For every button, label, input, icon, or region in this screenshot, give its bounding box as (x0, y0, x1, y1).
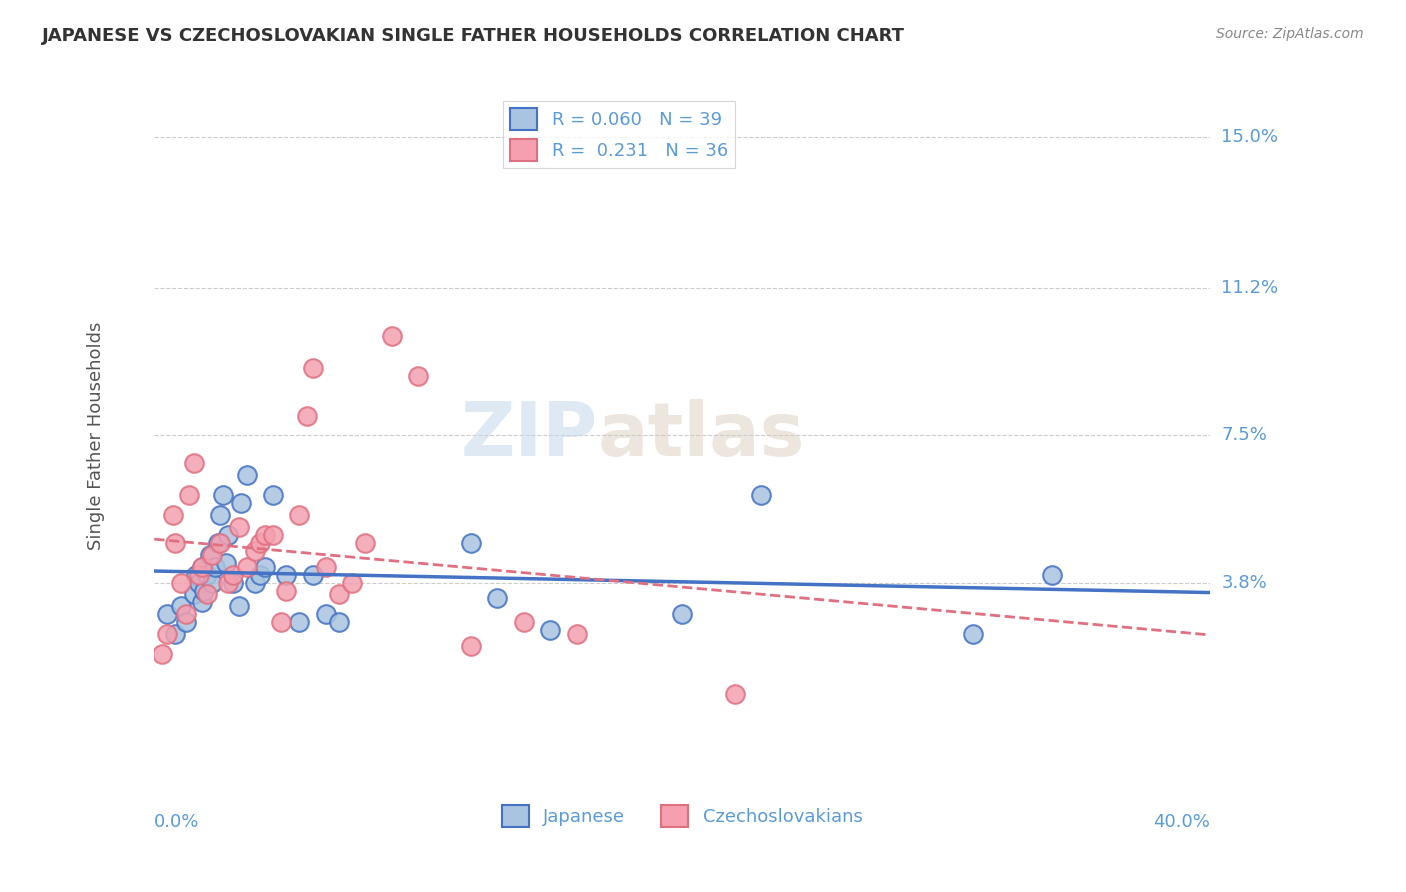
Point (177, 488, 200, 502)
Point (222, 575, 245, 590)
Point (301, 567, 323, 582)
Point (190, 595, 212, 609)
Point (262, 528, 284, 542)
Point (201, 548, 224, 562)
Point (188, 575, 211, 590)
Point (262, 488, 284, 502)
Point (174, 615, 197, 630)
Point (724, 687, 747, 701)
Point (249, 535, 271, 549)
Point (406, 368, 429, 383)
Point (235, 559, 257, 574)
Point (228, 599, 250, 614)
Text: Single Father Households: Single Father Households (87, 321, 105, 549)
Point (276, 583, 298, 598)
Point (195, 567, 218, 582)
Point (165, 535, 187, 549)
Point (513, 615, 536, 630)
Point (538, 624, 561, 638)
Point (243, 575, 266, 590)
Point (217, 575, 239, 590)
Point (183, 587, 205, 601)
Text: ZIP: ZIP (461, 399, 598, 472)
Point (342, 575, 364, 590)
Point (486, 591, 509, 606)
Point (214, 556, 236, 570)
Point (328, 615, 350, 630)
Text: 3.8%: 3.8% (1222, 574, 1267, 591)
Text: atlas: atlas (598, 399, 806, 472)
Point (235, 468, 257, 483)
Point (217, 528, 239, 542)
Text: 40.0%: 40.0% (1153, 814, 1211, 831)
Point (270, 615, 292, 630)
Point (671, 607, 693, 622)
Point (198, 548, 221, 562)
Point (288, 508, 311, 522)
Point (195, 587, 218, 601)
Point (165, 627, 187, 641)
Point (254, 559, 277, 574)
Point (209, 508, 232, 522)
Point (460, 535, 482, 549)
Point (315, 559, 337, 574)
Point (254, 528, 277, 542)
Point (156, 627, 179, 641)
Point (249, 567, 271, 582)
Point (381, 329, 404, 343)
Point (174, 607, 197, 622)
Text: Source: ZipAtlas.com: Source: ZipAtlas.com (1216, 27, 1364, 41)
Legend: Japanese, Czechoslovakians: Japanese, Czechoslovakians (495, 798, 870, 834)
Point (1040, 567, 1063, 582)
Point (354, 535, 377, 549)
Point (297, 409, 319, 423)
Point (201, 575, 224, 590)
Point (169, 575, 191, 590)
Point (565, 627, 588, 641)
Point (222, 567, 245, 582)
Point (751, 488, 773, 502)
Point (301, 360, 323, 375)
Point (288, 615, 311, 630)
Point (156, 607, 179, 622)
Point (186, 567, 208, 582)
Text: 15.0%: 15.0% (1222, 128, 1278, 146)
Point (328, 587, 350, 601)
Point (212, 488, 235, 502)
Point (207, 535, 229, 549)
Text: JAPANESE VS CZECHOSLOVAKIAN SINGLE FATHER HOUSEHOLDS CORRELATION CHART: JAPANESE VS CZECHOSLOVAKIAN SINGLE FATHE… (42, 27, 905, 45)
Point (150, 647, 173, 661)
Text: 7.5%: 7.5% (1222, 426, 1267, 444)
Point (193, 583, 215, 598)
Point (169, 599, 191, 614)
Point (243, 543, 266, 558)
Point (231, 496, 253, 510)
Point (460, 639, 482, 653)
Point (188, 567, 211, 582)
Point (276, 567, 298, 582)
Point (204, 559, 226, 574)
Point (190, 559, 212, 574)
Point (315, 607, 337, 622)
Point (162, 508, 184, 522)
Point (209, 535, 232, 549)
Point (962, 627, 984, 641)
Point (228, 520, 250, 534)
Text: 0.0%: 0.0% (155, 814, 200, 831)
Text: 11.2%: 11.2% (1222, 279, 1278, 297)
Point (183, 456, 205, 470)
Point (190, 559, 212, 574)
